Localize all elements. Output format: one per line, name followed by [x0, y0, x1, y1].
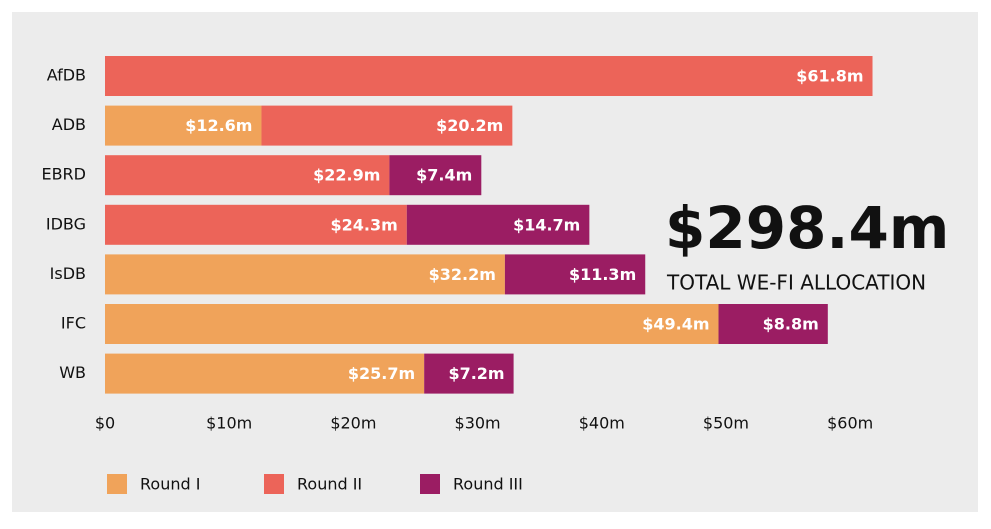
bar-segment	[504, 254, 646, 295]
legend-label: Round III	[453, 475, 523, 494]
x-tick-label: $30m	[455, 414, 501, 433]
total-value: $298.4m	[665, 194, 949, 262]
x-tick-label: $50m	[703, 414, 749, 433]
value-label: $11.3m	[569, 265, 636, 284]
total-caption: TOTAL WE-FI ALLOCATION	[666, 271, 926, 295]
bar-segment	[424, 353, 514, 394]
value-label: $14.7m	[513, 215, 580, 234]
legend-label: Round II	[297, 475, 362, 494]
value-label: $22.9m	[313, 166, 380, 185]
x-tick-label: $20m	[330, 414, 376, 433]
y-tick-label: IsDB	[50, 264, 86, 283]
bar-segment	[105, 254, 505, 295]
legend-swatch	[107, 474, 127, 494]
bar-segment	[105, 105, 262, 146]
x-tick-label: $40m	[579, 414, 625, 433]
value-label: $7.2m	[448, 364, 504, 383]
bar-segment	[105, 304, 719, 344]
bar-segment	[105, 56, 873, 96]
y-tick-label: WB	[59, 363, 86, 382]
bar-segment	[389, 155, 482, 196]
y-tick-label: AfDB	[47, 66, 86, 85]
bar-segment	[718, 304, 828, 344]
x-tick-label: $10m	[206, 414, 252, 433]
value-label: $24.3m	[331, 215, 398, 234]
legend-label: Round I	[140, 475, 200, 494]
bar-segment	[105, 155, 390, 196]
value-label: $7.4m	[416, 166, 472, 185]
legend-swatch	[264, 474, 284, 494]
bar-segment	[261, 105, 513, 146]
legend-swatch	[420, 474, 440, 494]
value-label: $25.7m	[348, 364, 415, 383]
value-label: $61.8m	[796, 67, 863, 86]
y-tick-label: ADB	[52, 115, 86, 134]
y-tick-label: IFC	[61, 314, 86, 333]
value-label: $49.4m	[642, 315, 709, 334]
bar-segment	[105, 353, 425, 394]
value-label: $12.6m	[185, 116, 252, 135]
y-tick-label: EBRD	[41, 165, 86, 184]
y-tick-label: IDBG	[46, 214, 86, 233]
x-tick-label: $60m	[827, 414, 873, 433]
bar-segment	[105, 204, 407, 245]
value-label: $32.2m	[429, 265, 496, 284]
value-label: $20.2m	[436, 116, 503, 135]
x-tick-label: $0	[95, 414, 115, 433]
bar-segment	[406, 204, 590, 245]
value-label: $8.8m	[763, 315, 819, 334]
